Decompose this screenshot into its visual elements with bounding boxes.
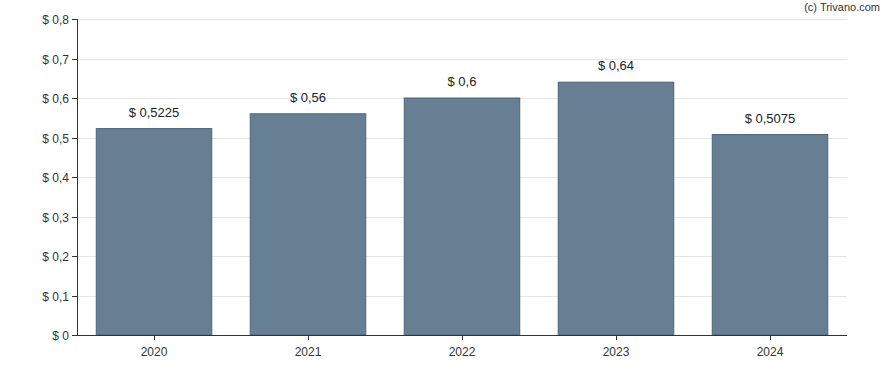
y-tick-label: $ 0,3 [42, 211, 69, 225]
y-tick-label: $ 0,8 [42, 13, 69, 27]
data-label: $ 0,56 [290, 90, 326, 105]
credit: (c) Trivano.com [804, 1, 880, 13]
y-tick [72, 335, 77, 336]
data-label: $ 0,64 [598, 58, 634, 73]
y-tick-label: $ 0,4 [42, 171, 69, 185]
y-tick-label: $ 0,1 [42, 290, 69, 304]
y-tick [72, 59, 77, 60]
x-tick-label: 2022 [449, 345, 476, 359]
y-tick-label: $ 0,6 [42, 92, 69, 106]
y-tick [72, 256, 77, 257]
bars [96, 82, 828, 335]
bar [404, 98, 520, 335]
y-axis-line [77, 19, 78, 335]
y-tick [72, 138, 77, 139]
chart-container: $ 0 $ 0,1 $ 0,2 $ 0,3 $ 0,4 $ 0,5 $ 0,6 $ 0,7 $ … [0, 0, 888, 370]
bar [712, 135, 828, 335]
y-tick-label: $ 0,2 [42, 250, 69, 264]
chart-svg: $ 0 $ 0,1 $ 0,2 $ 0,3 $ 0,4 $ 0,5 $ 0,6 $ 0,7 $ … [0, 0, 888, 370]
data-label: $ 0,5225 [129, 105, 180, 120]
y-tick-label: $ 0,5 [42, 132, 69, 146]
data-label: $ 0,6 [448, 74, 477, 89]
bar [250, 114, 366, 335]
y-tick-label: $ 0,7 [42, 53, 69, 67]
y-tick [72, 19, 77, 20]
x-tick-label: 2023 [603, 345, 630, 359]
y-tick [72, 98, 77, 99]
data-label: $ 0,5075 [745, 111, 796, 126]
y-tick-label: $ 0 [52, 329, 69, 343]
grid-line [77, 59, 847, 60]
x-tick-label: 2024 [757, 345, 784, 359]
grid-line [77, 19, 847, 20]
y-tick [72, 177, 77, 178]
x-axis-line [77, 335, 847, 336]
bar [558, 82, 674, 335]
y-tick [72, 217, 77, 218]
x-tick-label: 2020 [141, 345, 168, 359]
grid-line [77, 335, 847, 336]
bar [96, 129, 212, 335]
y-tick [72, 296, 77, 297]
x-tick-label: 2021 [295, 345, 322, 359]
